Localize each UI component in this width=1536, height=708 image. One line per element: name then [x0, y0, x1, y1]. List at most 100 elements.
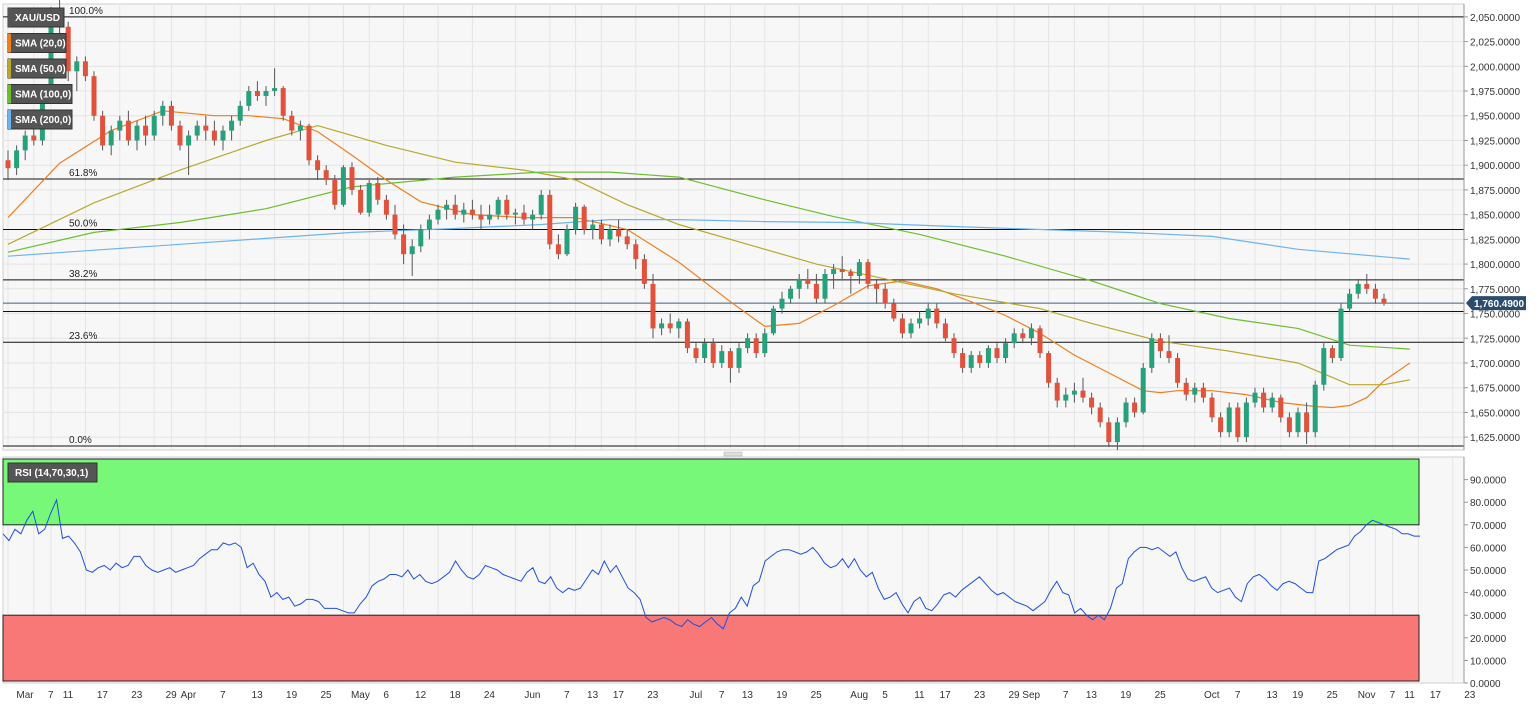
candle-body [22, 135, 28, 151]
candle-body [512, 212, 518, 215]
x-tick-label: Apr [181, 690, 197, 701]
candle-body [616, 229, 622, 237]
price-tick-label: 1,775.0000 [1470, 285, 1520, 296]
candle-body [452, 204, 458, 215]
last-price-label: 1,760.4900 [1474, 299, 1524, 310]
candle-body [684, 321, 690, 349]
x-tick-label: 29 [166, 690, 178, 701]
price-tick-label: 1,975.0000 [1470, 87, 1520, 98]
candle-body [117, 120, 123, 131]
candle-body [340, 167, 346, 205]
x-tick-label: Jun [524, 690, 540, 701]
candle-body [323, 170, 329, 181]
candle-body [1097, 407, 1103, 423]
candle-body [1321, 348, 1327, 385]
candle-body [280, 88, 286, 116]
legend-item[interactable]: SMA (200,0) [7, 109, 73, 130]
candle-body [908, 323, 914, 334]
candle-body [676, 321, 682, 329]
candle-body [865, 262, 871, 284]
candle-body [1269, 397, 1275, 408]
panel-resize-handle [723, 451, 743, 457]
candle-body [211, 130, 217, 141]
price-tick-label: 1,650.0000 [1470, 408, 1520, 419]
legend-item[interactable]: SMA (100,0) [7, 84, 73, 104]
legend-item[interactable]: SMA (20,0) [7, 33, 67, 53]
legend-item[interactable]: XAU/USD [7, 7, 65, 28]
candle-body [1080, 390, 1086, 398]
candle-body [1209, 397, 1215, 418]
rsi-tick-label: 70.0000 [1470, 521, 1507, 532]
candle-body [392, 214, 398, 235]
candle-body [667, 323, 673, 329]
candle-body [272, 88, 278, 92]
legend-item[interactable]: SMA (50,0) [7, 58, 67, 79]
legend-label: SMA (100,0) [15, 90, 71, 101]
candle-body [125, 120, 131, 141]
candle-body [547, 194, 553, 245]
x-tick-label: 11 [1404, 690, 1415, 701]
x-tick-label: 17 [940, 690, 952, 701]
candle-body [805, 278, 811, 284]
x-tick-label: 11 [914, 690, 925, 701]
candle-body [177, 125, 183, 146]
fib-level-label: 38.2% [69, 269, 97, 280]
candle-body [1338, 308, 1344, 359]
x-tick-label: 13 [252, 690, 264, 701]
candle-body [1123, 402, 1129, 423]
candle-body [1235, 407, 1241, 438]
candle-body [401, 234, 407, 255]
candle-body [487, 214, 493, 220]
candle-body [203, 125, 209, 131]
candle-body [134, 125, 140, 141]
candle-body [942, 323, 948, 339]
candle-body [254, 91, 260, 96]
candle-body [160, 105, 166, 116]
sma-line [7, 219, 1410, 260]
candle-body [779, 298, 785, 309]
x-tick-label: 17 [613, 690, 625, 701]
x-tick-label: 13 [1086, 690, 1098, 701]
candle-body [1252, 392, 1258, 403]
x-tick-label: 7 [564, 690, 570, 701]
fib-level-label: 61.8% [69, 168, 97, 179]
candle-body [641, 259, 647, 284]
candle-body [82, 61, 88, 77]
candle-body [237, 105, 243, 121]
candle-body [91, 76, 97, 116]
legend[interactable]: XAU/USD SMA (20,0) SMA (50,0) SMA (100,0) SM… [7, 7, 73, 130]
fibonacci-levels: 100.0% 61.8% 50.0% 38.2% 23.6% 0.0% [3, 6, 1464, 447]
x-tick-label: 7 [1063, 690, 1069, 701]
x-tick-label: 25 [1155, 690, 1167, 701]
x-tick-label: 7 [220, 690, 226, 701]
candle-body [848, 271, 854, 276]
candle-body [874, 283, 880, 289]
x-tick-label: 13 [1266, 690, 1278, 701]
rsi-indicator: RSI (14,70,30,1) [2, 458, 1420, 682]
candle-body [306, 125, 312, 161]
fib-level-label: 50.0% [69, 218, 97, 229]
candle-body [736, 348, 742, 368]
x-tick-label: Jul [689, 690, 702, 701]
price-tick-label: 1,950.0000 [1470, 112, 1520, 123]
price-tick-label: 1,750.0000 [1470, 310, 1520, 321]
candle-body [1063, 394, 1069, 401]
candle-body [882, 288, 888, 304]
candle-body [710, 343, 716, 363]
candle-body [753, 338, 759, 354]
rsi-tick-label: 50.0000 [1470, 566, 1507, 577]
candle-body [719, 351, 725, 363]
x-tick-label: 7 [719, 690, 725, 701]
candle-body [194, 125, 200, 136]
candle-body [1261, 392, 1267, 408]
price-tick-label: 1,625.0000 [1470, 433, 1520, 444]
candle-body [745, 338, 751, 349]
candle-body [925, 308, 931, 319]
price-tick-label: 1,875.0000 [1470, 186, 1520, 197]
candle-body [788, 288, 794, 299]
candle-body [246, 91, 252, 106]
candle-body [186, 135, 192, 146]
price-tick-label: 1,800.0000 [1470, 260, 1520, 271]
candle-body [383, 199, 389, 215]
